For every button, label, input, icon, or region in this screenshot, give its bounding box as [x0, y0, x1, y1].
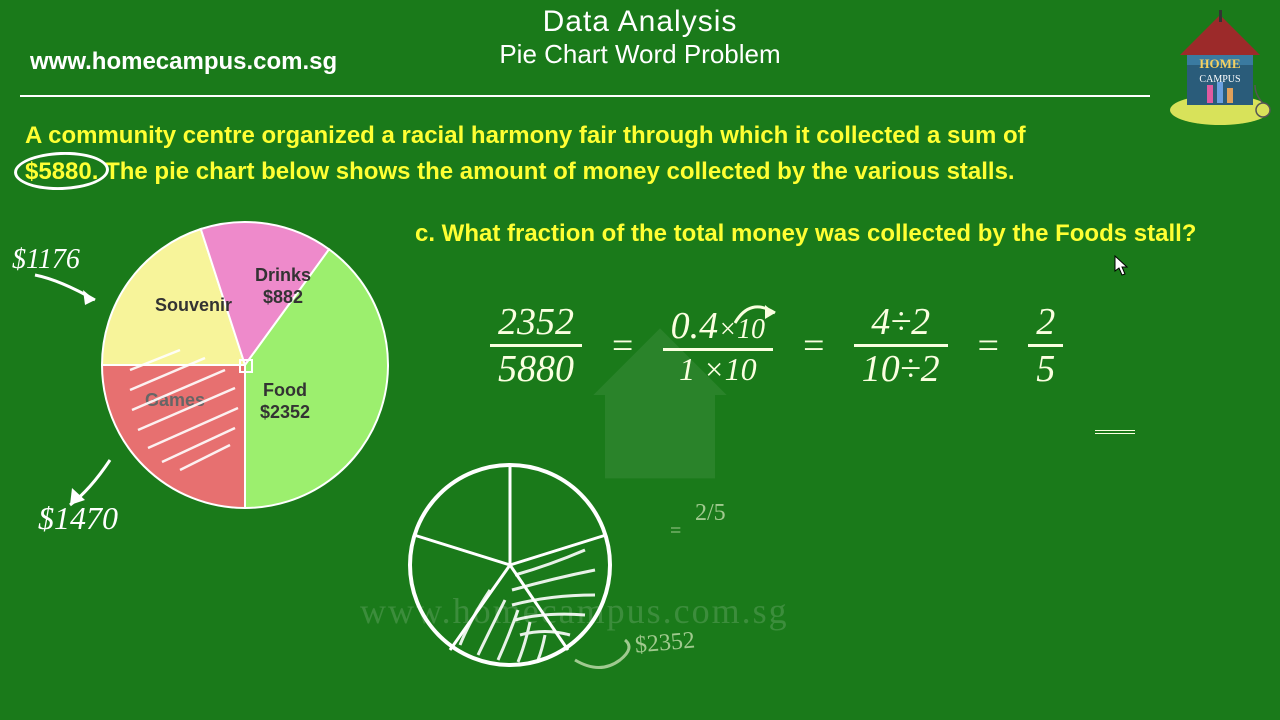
souvenir-amount-label: $1176 [12, 244, 80, 276]
frac1-den: 5880 [490, 347, 582, 391]
divider [20, 95, 1150, 97]
sketch-eq: = [670, 520, 681, 543]
games-amount-label: $1470 [38, 500, 118, 537]
problem-text: A community centre organized a racial ha… [25, 118, 1125, 190]
question-text: c. What fraction of the total money was … [415, 220, 1196, 248]
answer-den: 5 [1028, 347, 1063, 391]
problem-line2: The pie chart below shows the amount of … [98, 158, 1014, 185]
pie-label-souvenir: Souvenir [155, 295, 232, 317]
frac1-num: 2352 [490, 300, 582, 347]
answer-num: 2 [1028, 300, 1063, 347]
site-url: www.homecampus.com.sg [30, 48, 337, 76]
svg-text:HOME: HOME [1199, 56, 1240, 71]
sketch-frac-label: 2/5 [695, 500, 726, 527]
homecampus-logo: HOME CAMPUS [1165, 10, 1275, 130]
pie-chart: Souvenir Drinks$882 Food$2352 Games [100, 220, 390, 510]
sketch-amount-label: $2352 [634, 627, 696, 659]
watermark-text: www.homecampus.com.sg [360, 590, 789, 632]
carry-arrow [725, 295, 795, 330]
frac3-den: 10÷2 [854, 347, 948, 391]
pie-label-drinks: Drinks$882 [255, 265, 311, 308]
pie-label-food: Food$2352 [260, 380, 310, 423]
page-title: Data Analysis [20, 5, 1260, 39]
frac2-den: 1 ×10 [663, 351, 773, 388]
mouse-cursor-icon [1112, 255, 1130, 283]
problem-line1: A community centre organized a racial ha… [25, 122, 1026, 149]
answer-underline [1095, 424, 1135, 434]
sketch-pie [400, 450, 640, 690]
frac3-num: 4÷2 [854, 300, 948, 347]
